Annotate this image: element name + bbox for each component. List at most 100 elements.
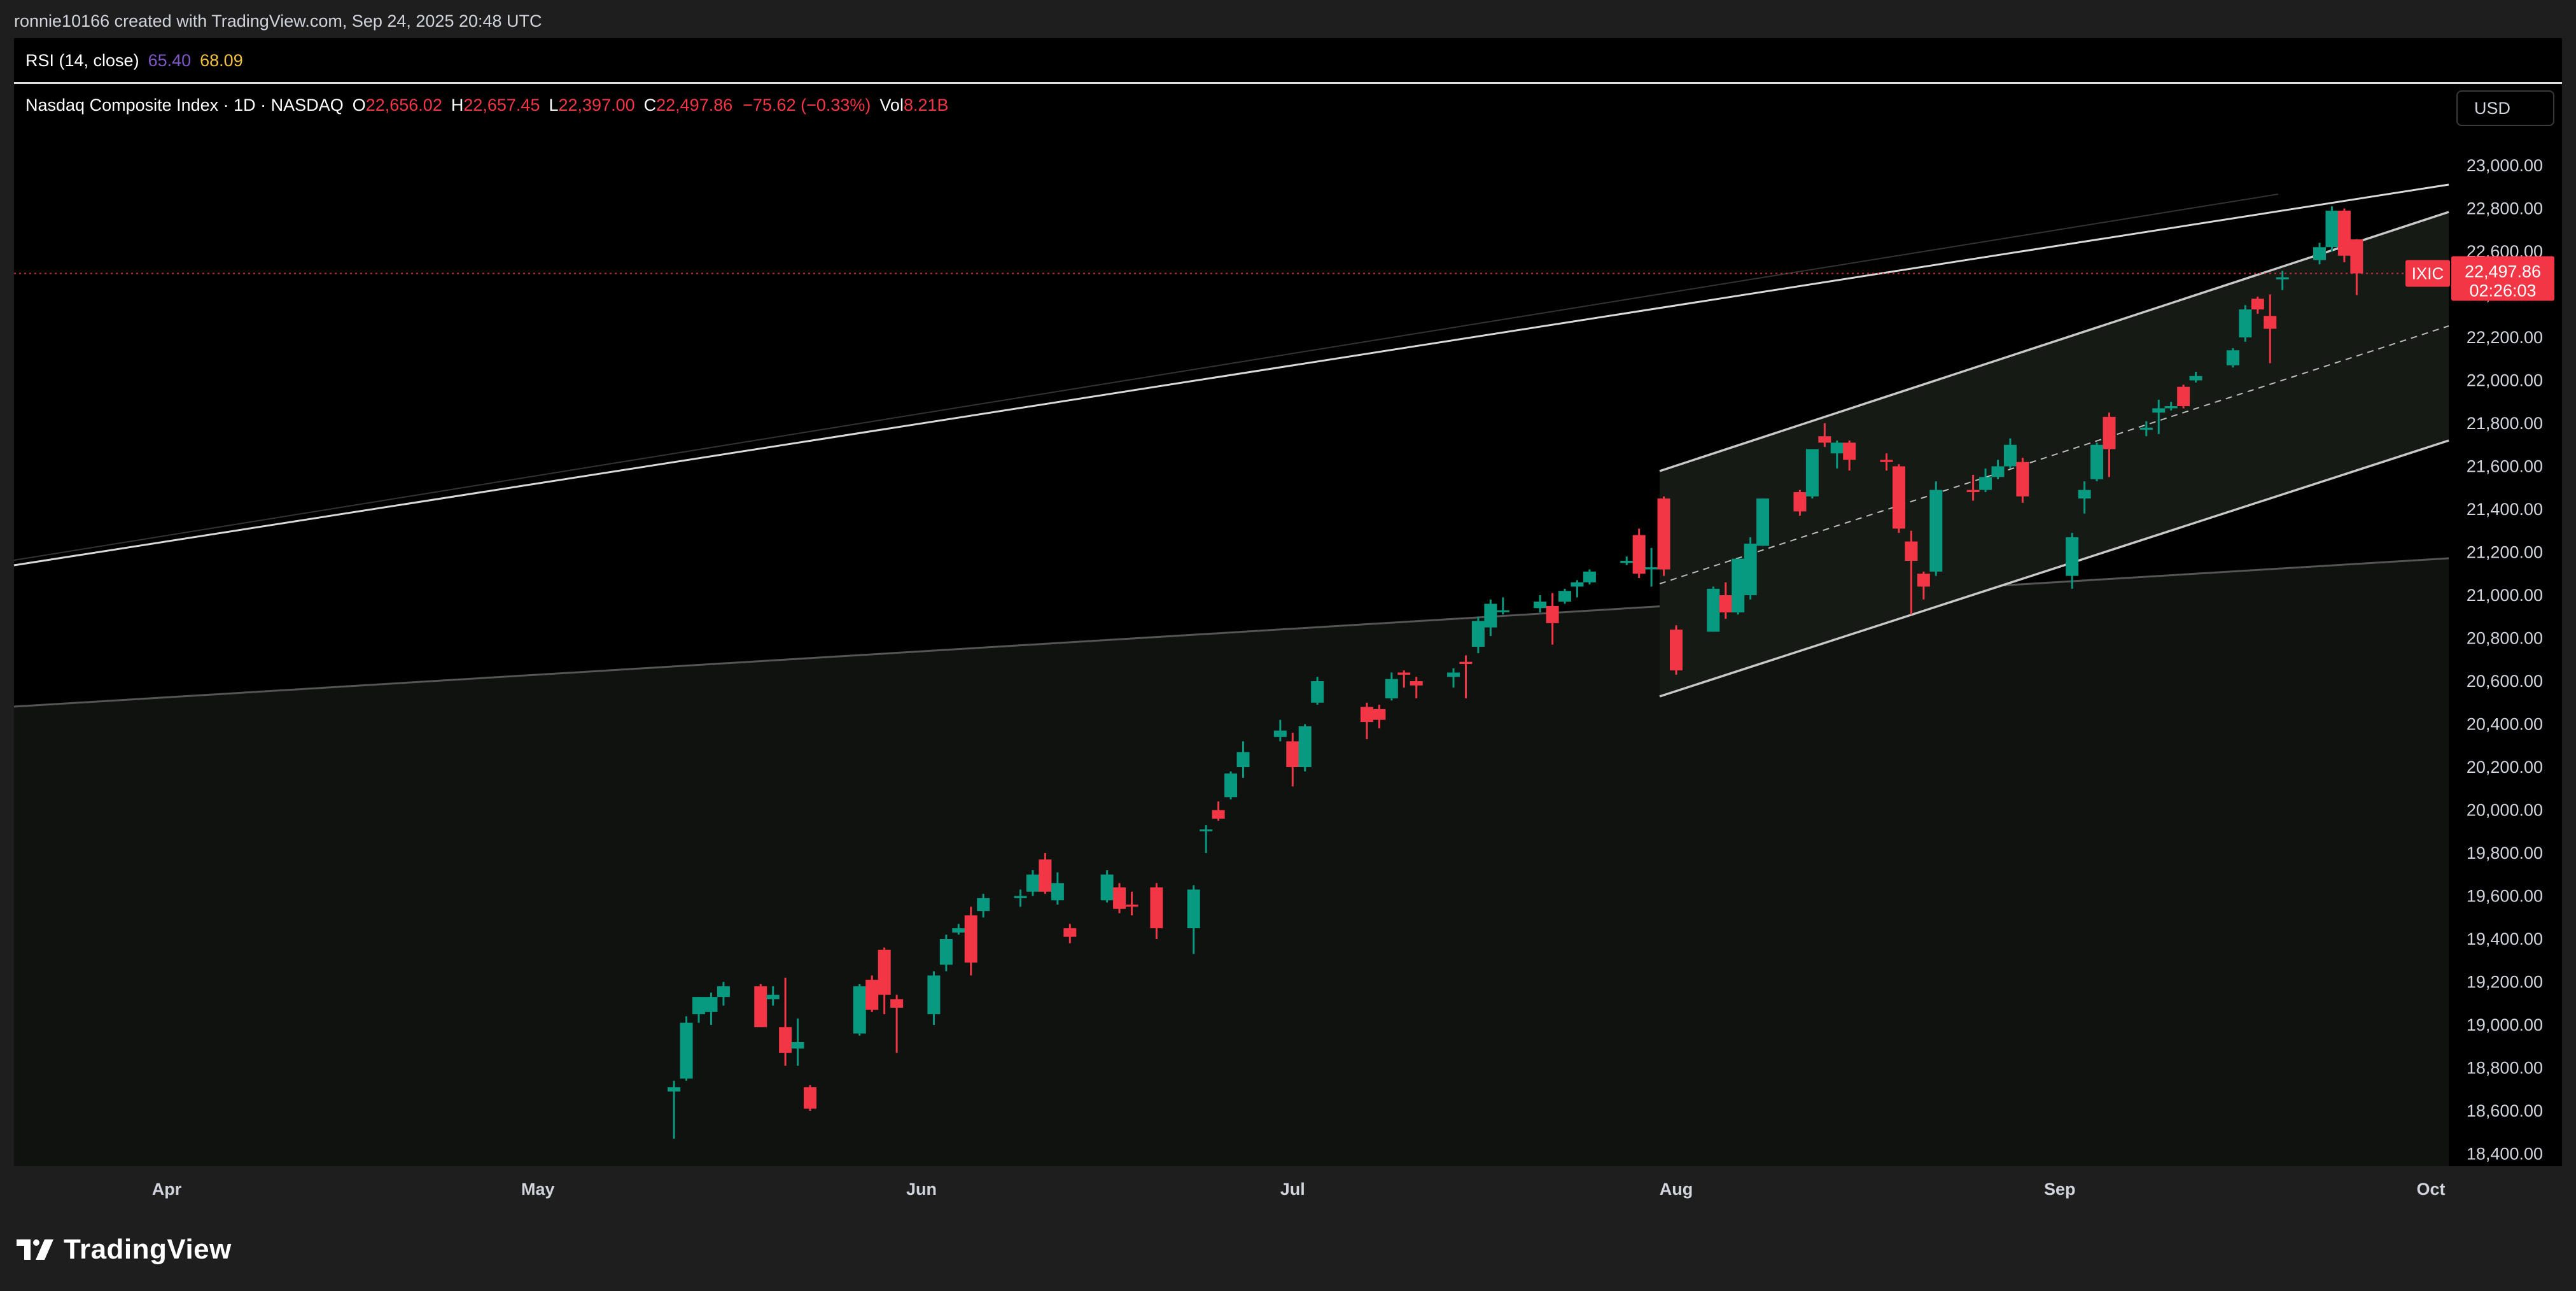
candle-body[interactable]: [1224, 773, 1238, 798]
candle-body[interactable]: [1397, 672, 1411, 675]
candle-body[interactable]: [1039, 859, 1052, 892]
candle-body[interactable]: [2139, 427, 2153, 430]
candle-body[interactable]: [1273, 730, 1287, 737]
candle-body[interactable]: [754, 986, 767, 1027]
candle-body[interactable]: [853, 986, 866, 1034]
candle-body[interactable]: [2264, 316, 2277, 329]
candle-body[interactable]: [939, 939, 953, 965]
candle-body[interactable]: [1447, 672, 1460, 677]
candle-body[interactable]: [1546, 605, 1559, 623]
candle-body[interactable]: [1979, 477, 1992, 490]
candle-body[interactable]: [1830, 442, 1844, 454]
candle-body[interactable]: [2313, 247, 2327, 260]
candle-body[interactable]: [1484, 603, 1497, 628]
candle-body[interactable]: [2003, 444, 2017, 467]
candle-body[interactable]: [2090, 444, 2104, 479]
candle-body[interactable]: [1311, 681, 1324, 703]
candle-body[interactable]: [1732, 558, 1745, 612]
candle-body[interactable]: [1707, 588, 1720, 632]
candle-body[interactable]: [1620, 561, 1634, 563]
candle-body[interactable]: [1051, 883, 1064, 901]
candle-body[interactable]: [878, 949, 891, 995]
candle-body[interactable]: [865, 980, 879, 1010]
candle-body[interactable]: [1150, 887, 1163, 929]
candle-body[interactable]: [1905, 541, 1918, 561]
candle-body[interactable]: [1645, 567, 1658, 570]
candle-body[interactable]: [766, 994, 780, 999]
candle-body[interactable]: [1632, 535, 1646, 574]
candle-body[interactable]: [1026, 874, 1039, 892]
candle-body[interactable]: [2103, 416, 2116, 449]
candle-body[interactable]: [1929, 490, 1943, 572]
candle-body[interactable]: [1014, 896, 1027, 898]
candle-body[interactable]: [2177, 386, 2190, 406]
candle-body[interactable]: [1200, 829, 1213, 831]
candle-body[interactable]: [2152, 408, 2166, 413]
candle-body[interactable]: [1410, 681, 1423, 686]
candle-body[interactable]: [791, 1042, 804, 1049]
candle-body[interactable]: [1360, 707, 1373, 723]
support-trendline[interactable]: [13, 557, 2449, 708]
candle-body[interactable]: [779, 1027, 792, 1053]
ticker-tag[interactable]: [2405, 260, 2450, 287]
candle-body[interactable]: [2350, 239, 2363, 274]
symbol-legend[interactable]: Nasdaq Composite Index · 1D · NASDAQ O22,…: [25, 95, 949, 115]
candle-body[interactable]: [1892, 466, 1905, 529]
candle-body[interactable]: [1187, 889, 1200, 929]
candle-body[interactable]: [1756, 498, 1770, 546]
channel-lower-line[interactable]: [1659, 439, 2449, 698]
candle-body[interactable]: [2226, 350, 2239, 365]
candle-body[interactable]: [2016, 462, 2029, 497]
candle-body[interactable]: [1744, 544, 1757, 595]
candle-body[interactable]: [1670, 630, 1683, 671]
candle-body[interactable]: [1534, 602, 1547, 609]
candle-body[interactable]: [1571, 582, 1584, 587]
candle-body[interactable]: [1286, 741, 1299, 768]
candle-body[interactable]: [2164, 406, 2178, 409]
candle-body[interactable]: [2239, 309, 2252, 337]
candle-body[interactable]: [1991, 466, 2005, 477]
candle-body[interactable]: [1212, 810, 1225, 819]
candle-body[interactable]: [1063, 928, 1077, 937]
candle-body[interactable]: [1236, 752, 1250, 767]
candle-body[interactable]: [704, 997, 718, 1012]
rsi-legend[interactable]: RSI (14, close) 65.40 68.09: [25, 51, 243, 71]
price-tag[interactable]: [2451, 256, 2554, 301]
candle-body[interactable]: [2251, 299, 2264, 310]
symbol-title[interactable]: Nasdaq Composite Index · 1D · NASDAQ: [25, 95, 344, 115]
candle-body[interactable]: [668, 1087, 681, 1092]
candle-body[interactable]: [2189, 376, 2202, 381]
candle-body[interactable]: [2337, 210, 2351, 256]
candle-body[interactable]: [1818, 436, 1831, 443]
candle-body[interactable]: [692, 997, 706, 1015]
candle-body[interactable]: [717, 986, 730, 998]
candle-body[interactable]: [927, 975, 941, 1015]
candle-body[interactable]: [1843, 442, 1856, 460]
candle-body[interactable]: [1113, 887, 1126, 909]
candle-body[interactable]: [2066, 537, 2079, 576]
candle-body[interactable]: [2325, 210, 2339, 248]
rsi-pane[interactable]: RSI (14, close) 65.40 68.09: [14, 38, 2562, 84]
tradingview-logo[interactable]: TradingView: [17, 1234, 232, 1266]
candle-body[interactable]: [1496, 610, 1509, 612]
candle-body[interactable]: [1719, 595, 1732, 612]
candle-body[interactable]: [1880, 460, 1893, 462]
channel-median-line[interactable]: [1659, 325, 2449, 584]
candle-body[interactable]: [1793, 492, 1807, 512]
candle-body[interactable]: [1805, 449, 1819, 497]
candle-body[interactable]: [2078, 490, 2091, 499]
candle-body[interactable]: [1298, 726, 1312, 767]
candle-body[interactable]: [977, 898, 990, 912]
candle-body[interactable]: [1471, 621, 1485, 647]
candle-body[interactable]: [1657, 498, 1670, 570]
candle-body[interactable]: [1373, 709, 1386, 720]
candle-body[interactable]: [1459, 661, 1473, 664]
candle-body[interactable]: [2276, 277, 2289, 279]
candle-body[interactable]: [964, 915, 977, 963]
currency-button[interactable]: USD: [2456, 90, 2554, 126]
candle-body[interactable]: [1558, 591, 1572, 602]
candle-body[interactable]: [1385, 679, 1398, 698]
candle-body[interactable]: [952, 928, 965, 933]
candle-body[interactable]: [804, 1087, 817, 1109]
